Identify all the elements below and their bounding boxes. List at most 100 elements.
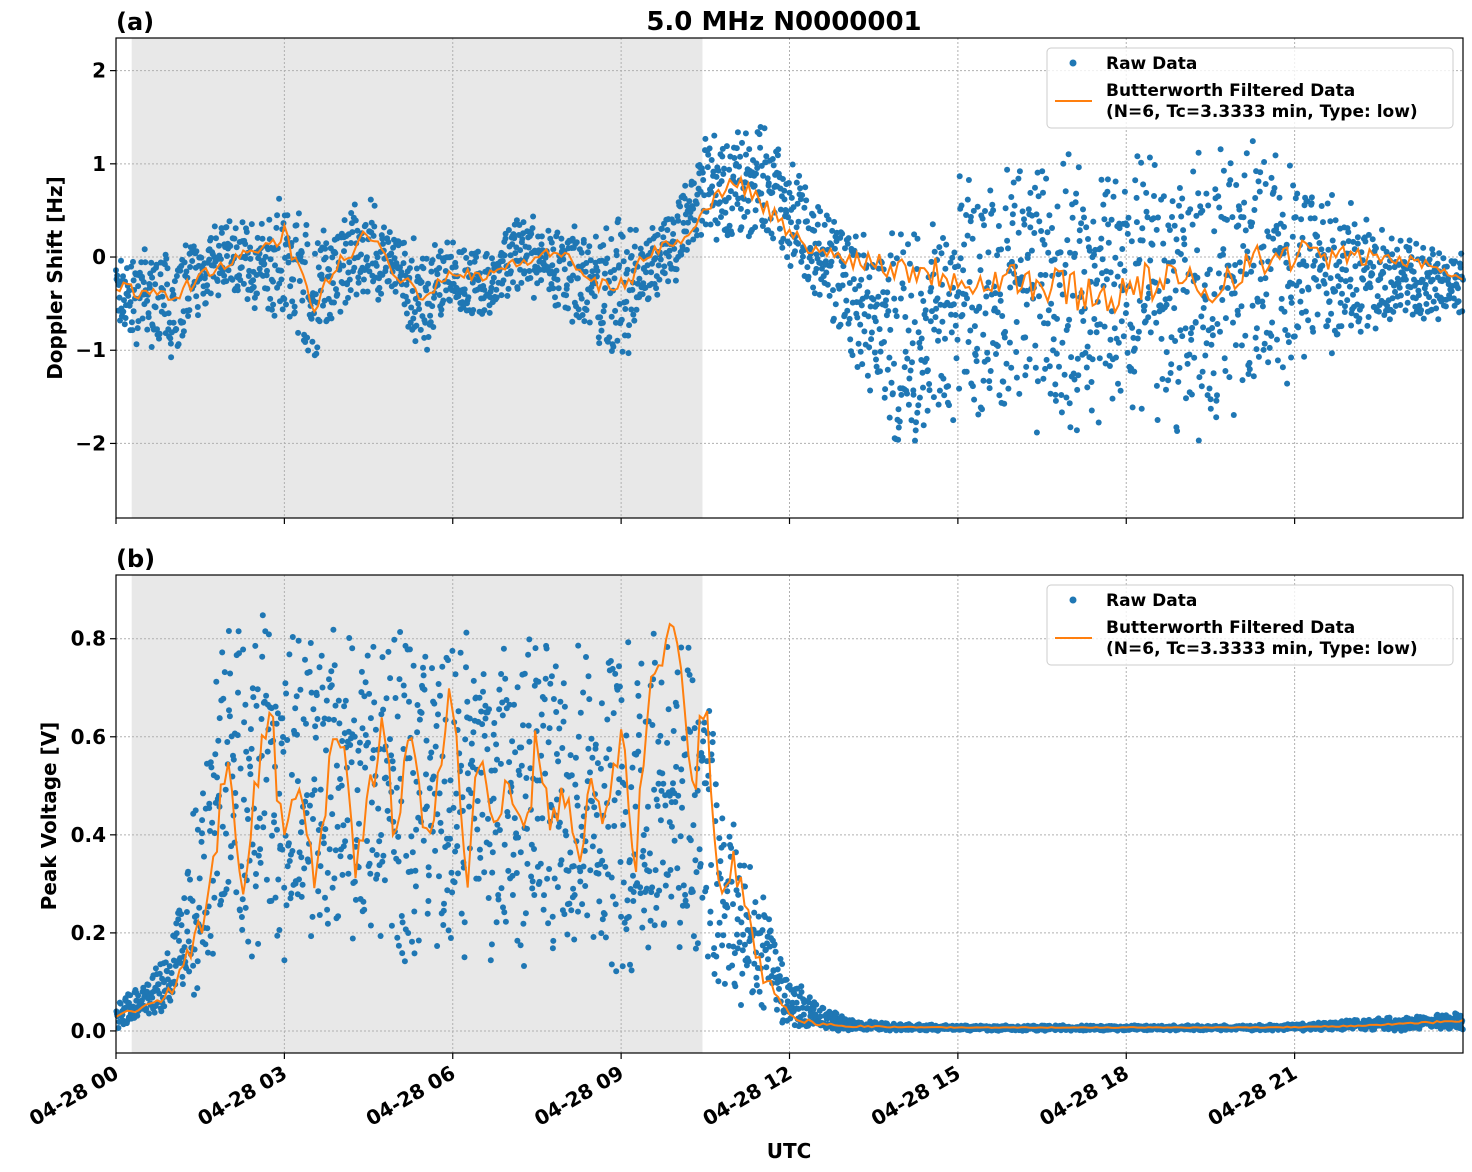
a-raw-point <box>574 275 581 282</box>
a-raw-point <box>1120 333 1127 340</box>
a-raw-point <box>690 180 697 187</box>
a-raw-point <box>693 200 700 207</box>
b-raw-point <box>506 759 513 766</box>
b-raw-point <box>162 959 169 966</box>
a-raw-point <box>1397 302 1404 308</box>
panel-a-x-ticks <box>115 518 1296 524</box>
a-raw-point <box>550 246 557 253</box>
a-raw-point <box>1069 214 1076 221</box>
b-raw-point <box>646 868 653 875</box>
b-raw-point <box>591 804 598 811</box>
a-raw-point <box>975 411 982 418</box>
a-raw-point <box>911 231 918 238</box>
a-raw-point <box>1054 203 1061 210</box>
a-raw-point <box>613 252 620 259</box>
a-raw-point <box>452 263 459 270</box>
a-raw-point <box>1074 355 1081 362</box>
b-raw-point <box>494 756 500 763</box>
a-raw-point <box>871 349 878 356</box>
b-raw-point <box>527 765 534 772</box>
a-raw-point <box>933 305 940 312</box>
a-raw-point <box>702 135 709 142</box>
a-raw-point <box>645 295 652 302</box>
a-raw-point <box>560 256 567 263</box>
a-raw-point <box>987 187 994 194</box>
a-raw-point <box>1386 264 1393 271</box>
a-raw-point <box>622 306 629 312</box>
b-raw-point <box>207 828 213 834</box>
a-raw-point <box>756 131 763 138</box>
a-raw-point <box>1037 271 1044 278</box>
b-raw-point <box>185 938 192 945</box>
a-raw-point <box>1261 340 1268 347</box>
a-raw-point <box>1279 364 1286 371</box>
a-raw-point <box>1239 377 1246 384</box>
a-raw-point <box>1204 392 1211 399</box>
a-raw-point <box>1198 383 1205 390</box>
b-raw-point <box>585 673 592 680</box>
b-raw-point <box>196 904 203 911</box>
a-raw-point <box>706 145 713 152</box>
a-raw-point <box>887 326 894 333</box>
a-raw-point <box>780 235 787 242</box>
b-raw-point <box>659 770 666 777</box>
a-raw-point <box>873 356 879 363</box>
panel-a-legend-filtered-params: (N=6, Tc=3.3333 min, Type: low) <box>1106 102 1418 122</box>
a-raw-point <box>139 315 146 322</box>
a-raw-point <box>1402 307 1409 314</box>
b-raw-point <box>673 703 680 709</box>
a-raw-point <box>243 229 250 235</box>
a-raw-point <box>397 264 403 271</box>
a-raw-point <box>509 241 516 248</box>
b-raw-point <box>716 835 723 842</box>
a-raw-point <box>700 177 707 183</box>
b-raw-point <box>661 920 668 927</box>
a-raw-point <box>1220 251 1226 258</box>
a-raw-point <box>332 250 339 257</box>
a-raw-point <box>601 270 608 277</box>
b-raw-point <box>730 821 737 828</box>
a-raw-point <box>1274 336 1280 343</box>
a-raw-point <box>1163 349 1170 356</box>
a-raw-point <box>120 273 126 280</box>
a-raw-point <box>1051 256 1058 263</box>
a-raw-point <box>1404 290 1411 296</box>
a-raw-point <box>1446 295 1453 302</box>
b-raw-point <box>509 738 516 745</box>
a-raw-point <box>757 144 764 151</box>
b-raw-point <box>538 711 545 718</box>
a-raw-point <box>831 218 838 225</box>
a-raw-point <box>473 254 480 261</box>
b-raw-point <box>625 913 632 920</box>
a-raw-point <box>1189 324 1196 331</box>
a-raw-point <box>1250 373 1257 380</box>
b-raw-point <box>660 780 667 787</box>
b-raw-point <box>577 709 584 716</box>
a-raw-point <box>1448 288 1455 295</box>
b-raw-point <box>497 760 504 767</box>
a-raw-point <box>738 224 745 231</box>
a-raw-point <box>152 304 159 311</box>
b-raw-point <box>360 898 367 905</box>
a-raw-point <box>857 321 864 328</box>
b-raw-point <box>263 776 270 783</box>
a-raw-point <box>1052 381 1059 388</box>
b-raw-point <box>338 782 345 789</box>
b-raw-point <box>466 803 473 810</box>
b-raw-point <box>326 676 332 683</box>
a-raw-point <box>1233 182 1240 188</box>
a-raw-point <box>984 356 991 363</box>
b-raw-point <box>393 784 400 791</box>
a-raw-point <box>1169 214 1175 220</box>
a-raw-point <box>1191 354 1198 361</box>
b-raw-point <box>388 922 395 929</box>
a-raw-point <box>915 329 922 336</box>
a-raw-point <box>656 276 663 283</box>
a-raw-point <box>971 323 978 330</box>
b-raw-point <box>340 822 347 829</box>
a-raw-point <box>1443 263 1450 270</box>
a-raw-point <box>207 290 214 297</box>
b-raw-point <box>579 901 586 908</box>
b-raw-point <box>639 853 646 860</box>
